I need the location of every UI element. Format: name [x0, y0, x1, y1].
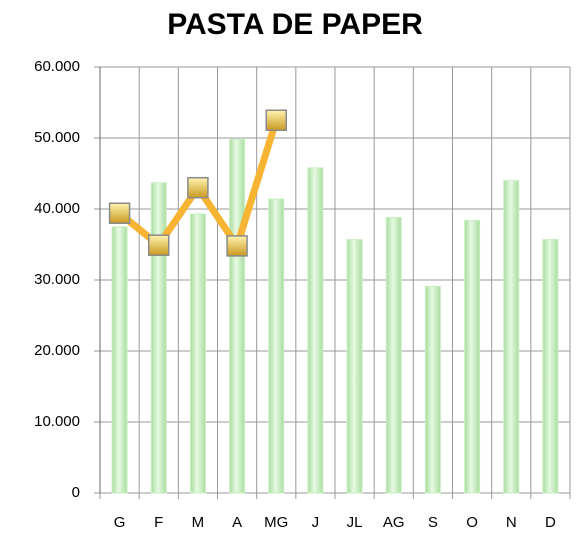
- x-tick-label: JL: [347, 514, 363, 531]
- x-tick-label: D: [545, 514, 556, 531]
- x-tick-label: G: [114, 514, 126, 531]
- y-tick-label: 30.000: [34, 271, 80, 288]
- bar: [346, 239, 363, 494]
- marker: [108, 202, 131, 225]
- y-tick-label: 20.000: [34, 342, 80, 359]
- marker: [226, 235, 248, 257]
- y-tick-label: 50.000: [34, 129, 80, 146]
- x-tick-label: M: [192, 514, 205, 531]
- bar: [111, 226, 128, 494]
- bar: [385, 217, 402, 494]
- x-tick-label: N: [506, 514, 517, 531]
- x-tick-label: S: [428, 514, 438, 531]
- x-tick-label: MG: [264, 514, 288, 531]
- y-tick-label: 60.000: [34, 58, 80, 75]
- bar: [150, 182, 167, 494]
- marker: [148, 234, 170, 256]
- chart-title: PASTA DE PAPER: [167, 8, 423, 41]
- y-tick-label: 0: [72, 484, 80, 501]
- x-tick-label: A: [232, 514, 242, 531]
- marker: [187, 176, 209, 199]
- bar: [307, 167, 324, 494]
- bar: [424, 285, 441, 494]
- bar: [542, 239, 559, 494]
- bar: [189, 213, 206, 494]
- x-tick-label: O: [466, 514, 478, 531]
- bar: [229, 138, 246, 494]
- bar: [268, 198, 285, 494]
- marker: [265, 109, 287, 131]
- x-tick-label: J: [312, 514, 320, 531]
- y-tick-label: 40.000: [34, 200, 80, 217]
- y-tick-label: 10.000: [34, 413, 80, 430]
- bar: [464, 219, 481, 494]
- x-tick-label: AG: [383, 514, 405, 531]
- bar: [503, 180, 520, 494]
- x-tick-label: F: [154, 514, 163, 531]
